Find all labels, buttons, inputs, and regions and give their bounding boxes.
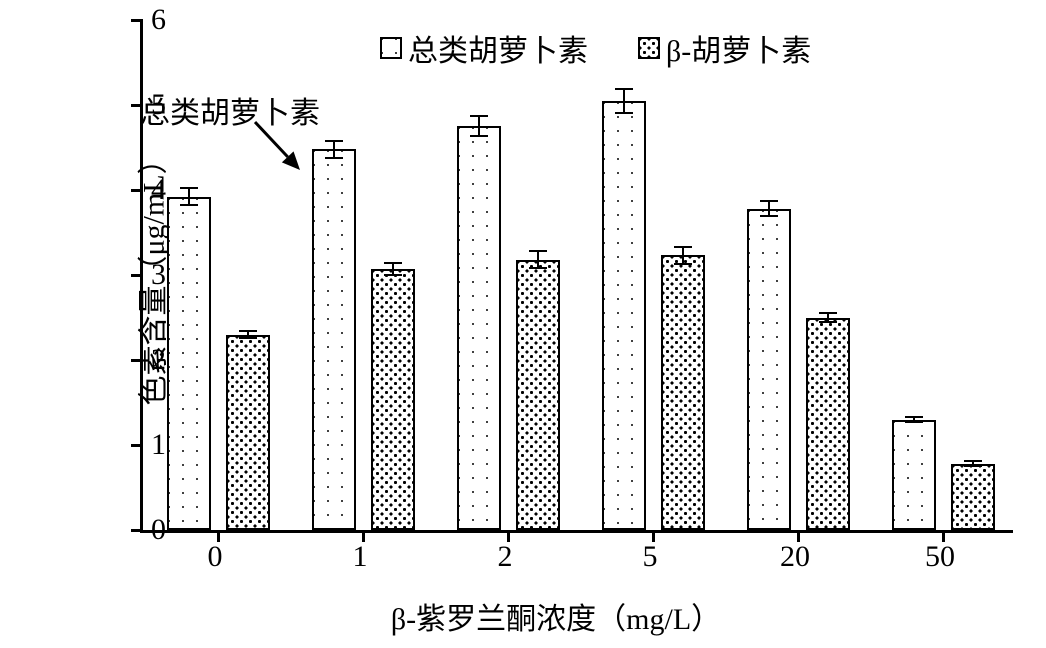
- error-cap: [760, 200, 778, 202]
- error-cap: [470, 135, 488, 137]
- y-tick-label: 3: [126, 258, 166, 292]
- error-cap: [529, 250, 547, 252]
- x-tick-label: 20: [780, 540, 810, 574]
- y-tick-label: 4: [126, 173, 166, 207]
- error-bar: [188, 188, 190, 205]
- legend-swatch-sparse: [380, 37, 402, 59]
- bar-series2: [226, 335, 270, 531]
- error-cap: [180, 187, 198, 189]
- error-bar: [333, 141, 335, 158]
- x-tick-label: 1: [353, 540, 368, 574]
- y-tick-label: 5: [126, 88, 166, 122]
- error-cap: [819, 312, 837, 314]
- legend: 总类胡萝卜素 β-胡萝卜素: [380, 26, 811, 70]
- x-tick-label: 0: [208, 540, 223, 574]
- legend-item-series2: β-胡萝卜素: [638, 26, 811, 70]
- error-cap: [905, 416, 923, 418]
- error-cap: [180, 204, 198, 206]
- error-cap: [470, 115, 488, 117]
- error-cap: [674, 246, 692, 248]
- x-tick-label: 2: [498, 540, 513, 574]
- chart-container: 色素含量（μg/mL） β-紫罗兰酮浓度（mg/L） 总类胡萝卜素 β-胡萝卜素…: [0, 0, 1046, 648]
- bar-series2: [806, 318, 850, 531]
- error-bar: [537, 251, 539, 268]
- error-cap: [905, 421, 923, 423]
- error-cap: [819, 321, 837, 323]
- x-tick-label: 5: [643, 540, 658, 574]
- bar-series1: [602, 101, 646, 530]
- error-cap: [529, 267, 547, 269]
- y-tick-label: 6: [126, 3, 166, 37]
- annotation-text: 总类胡萝卜素: [140, 88, 320, 132]
- error-cap: [964, 460, 982, 462]
- error-bar: [768, 201, 770, 216]
- bar-series1: [167, 197, 211, 530]
- error-bar: [478, 116, 480, 136]
- error-cap: [325, 157, 343, 159]
- bar-series2: [661, 255, 705, 530]
- error-cap: [760, 215, 778, 217]
- legend-item-series1: 总类胡萝卜素: [380, 26, 588, 70]
- error-cap: [239, 330, 257, 332]
- error-cap: [674, 263, 692, 265]
- y-tick-label: 0: [126, 513, 166, 547]
- bar-series2: [371, 269, 415, 530]
- bar-series1: [457, 126, 501, 530]
- error-cap: [615, 112, 633, 114]
- bar-series1: [312, 149, 356, 530]
- error-bar: [682, 247, 684, 264]
- bar-series1: [892, 420, 936, 531]
- error-bar: [623, 89, 625, 113]
- error-cap: [615, 88, 633, 90]
- error-cap: [384, 274, 402, 276]
- x-axis-label: β-紫罗兰酮浓度（mg/L）: [391, 594, 721, 638]
- bar-series2: [516, 260, 560, 530]
- error-cap: [384, 262, 402, 264]
- error-cap: [239, 337, 257, 339]
- x-tick-label: 50: [925, 540, 955, 574]
- y-tick-label: 1: [126, 428, 166, 462]
- y-tick-label: 2: [126, 343, 166, 377]
- bar-series1: [747, 209, 791, 530]
- legend-label-1: 总类胡萝卜素: [408, 26, 588, 70]
- error-cap: [964, 465, 982, 467]
- error-cap: [325, 140, 343, 142]
- legend-label-2: β-胡萝卜素: [666, 26, 811, 70]
- legend-swatch-dense: [638, 37, 660, 59]
- bar-series2: [951, 464, 995, 530]
